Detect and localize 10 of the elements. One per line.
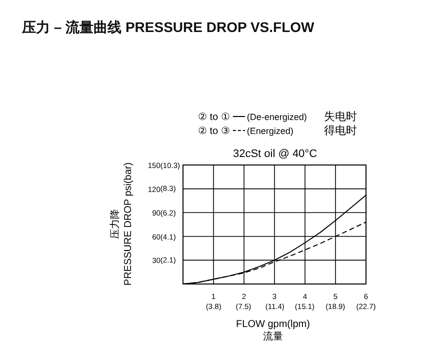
- legend-label: (Energized): [246, 126, 294, 136]
- text: ② to ①: [198, 112, 230, 123]
- legend-label: (De-energized): [246, 112, 307, 122]
- chart-title: 压力 – 流量曲线 PRESSURE DROP VS.FLOW: [21, 19, 316, 35]
- y-axis-title: 压力降 PRESSURE DROP psi(bar): [109, 162, 134, 286]
- chart-subtitle: 32cSt oil @ 40°C: [232, 148, 318, 160]
- text: ② to ③: [198, 126, 230, 137]
- text: 失电时: [324, 110, 357, 123]
- x-axis-title: FLOW gpm(lpm) 流量: [236, 319, 310, 342]
- text: 得电时: [324, 124, 357, 137]
